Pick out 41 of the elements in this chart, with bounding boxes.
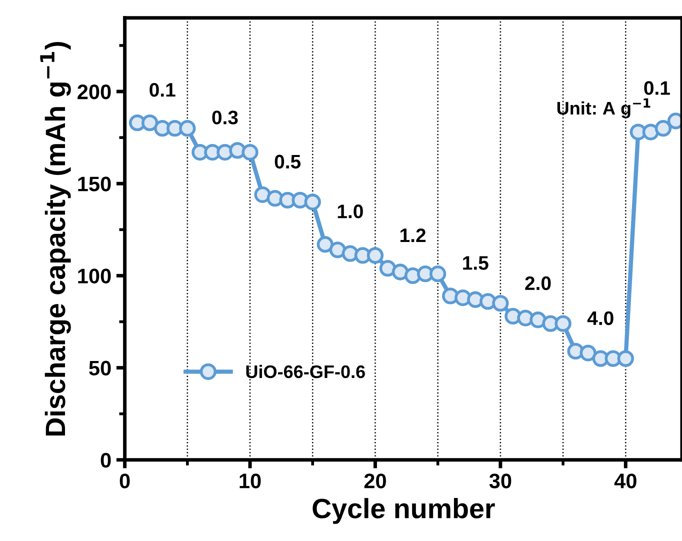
point: [492, 294, 509, 312]
annotation: 1.5: [463, 256, 488, 270]
point: [304, 194, 321, 210]
annotation: 1.2: [400, 228, 426, 242]
point: [316, 236, 334, 253]
annotation: 4.0: [587, 311, 614, 326]
y-tick-label: 150: [78, 176, 111, 192]
point: [366, 247, 384, 264]
x-tick-label: 20: [364, 474, 386, 488]
y-tick-label: 50: [89, 360, 111, 376]
annotation: 1.0: [338, 204, 363, 218]
point: [530, 312, 546, 328]
y-axis-title: Discharge capacity (mAh g$^{−1}$): [40, 42, 71, 436]
x-axis-title: Cycle number: [312, 498, 495, 524]
point: [329, 242, 346, 258]
point: [179, 120, 196, 137]
annotation: 2.0: [525, 276, 551, 290]
point: [580, 344, 596, 362]
x-tick-label: 10: [240, 474, 261, 488]
y-tick-label: 0: [100, 452, 111, 468]
annotation: 0.3: [212, 110, 238, 124]
y-tick-label: 200: [78, 84, 111, 100]
y-tick-label: 100: [78, 268, 111, 284]
x-tick-label: 40: [614, 474, 636, 488]
point: [254, 186, 271, 203]
point: [654, 120, 672, 137]
point: [642, 124, 660, 140]
point: [142, 114, 158, 132]
point: [392, 264, 409, 280]
point: [242, 144, 258, 161]
annotation: 0.5: [274, 154, 301, 169]
point: [379, 260, 396, 277]
x-tick-label: 30: [489, 474, 512, 488]
annotation: 0.1: [150, 82, 176, 97]
x-tick-label: 0: [120, 474, 130, 488]
point: [617, 350, 634, 367]
legend-label: UiO-66-GF-0.6: [246, 364, 365, 378]
annotation: 0.1: [644, 81, 670, 95]
point: [430, 266, 446, 282]
point: [554, 315, 572, 332]
annotation: Unit: A g$^{−1}$: [557, 98, 650, 118]
